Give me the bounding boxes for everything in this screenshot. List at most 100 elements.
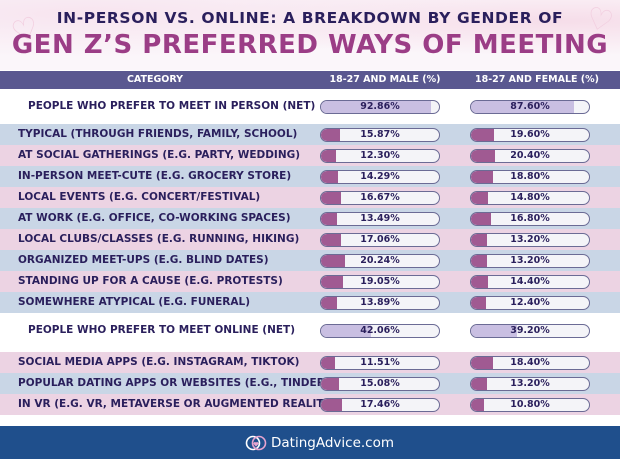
female-bar: 16.80% [470,212,590,226]
male-value-label: 15.08% [360,378,400,389]
title-banner: ♡ ♡ IN-PERSON VS. ONLINE: A BREAKDOWN BY… [0,0,620,70]
female-bar: 14.80% [470,191,590,205]
female-bar: 20.40% [470,149,590,163]
female-value-label: 87.60% [510,101,550,112]
female-bar-fill [471,234,487,246]
header-female: 18-27 AND FEMALE (%) [474,74,600,85]
table-row: SOCIAL MEDIA APPS (E.G. INSTAGRAM, TIKTO… [0,352,620,373]
female-bar: 18.80% [470,170,590,184]
male-bar-fill [321,325,371,337]
male-bar: 13.49% [320,212,440,226]
male-bar: 11.51% [320,356,440,370]
female-value-label: 12.40% [510,297,550,308]
male-value-label: 11.51% [360,357,400,368]
male-bar-fill [321,192,341,204]
male-bar: 17.46% [320,398,440,412]
female-bar-fill [471,213,491,225]
dating-advice-logo-icon [245,435,267,451]
table-row: LOCAL CLUBS/CLASSES (E.G. RUNNING, HIKIN… [0,229,620,250]
female-value-label: 16.80% [510,213,550,224]
male-bar: 13.89% [320,296,440,310]
table-row: TYPICAL (THROUGH FRIENDS, FAMILY, SCHOOL… [0,124,620,145]
row-label: PEOPLE WHO PREFER TO MEET ONLINE (NET) [28,324,296,336]
footer: DatingAdvice.com [0,426,620,459]
female-value-label: 13.20% [510,234,550,245]
table-header: CATEGORY 18-27 AND MALE (%) 18-27 AND FE… [0,71,620,89]
female-bar: 19.60% [470,128,590,142]
row-label: ORGANIZED MEET-UPS (E.G. BLIND DATES) [18,254,269,266]
row-label: IN VR (E.G. VR, METAVERSE OR AUGMENTED R… [18,398,336,410]
female-value-label: 14.80% [510,192,550,203]
female-value-label: 20.40% [510,150,550,161]
table-row: IN VR (E.G. VR, METAVERSE OR AUGMENTED R… [0,394,620,415]
table-row: LOCAL EVENTS (E.G. CONCERT/FESTIVAL) 16.6… [0,187,620,208]
table-row: AT SOCIAL GATHERINGS (E.G. PARTY, WEDDIN… [0,145,620,166]
male-bar-fill [321,129,340,141]
male-value-label: 17.46% [360,399,400,410]
female-bar: 12.40% [470,296,590,310]
female-bar: 18.40% [470,356,590,370]
male-value-label: 16.67% [360,192,400,203]
male-value-label: 13.89% [360,297,400,308]
female-bar: 87.60% [470,100,590,114]
female-bar: 13.20% [470,233,590,247]
table-row: SOMEWHERE ATYPICAL (E.G. FUNERAL) 13.89% 1… [0,292,620,313]
male-bar: 16.67% [320,191,440,205]
female-bar-fill [471,129,495,141]
male-value-label: 17.06% [360,234,400,245]
female-bar-fill [471,357,493,369]
female-value-label: 10.80% [510,399,550,410]
male-bar-fill [321,297,338,309]
male-bar: 20.24% [320,254,440,268]
female-value-label: 13.20% [510,255,550,266]
header-category: CATEGORY [126,74,184,85]
row-label: SOCIAL MEDIA APPS (E.G. INSTAGRAM, TIKTO… [18,356,300,368]
table-row: ORGANIZED MEET-UPS (E.G. BLIND DATES) 20.… [0,250,620,271]
male-value-label: 13.49% [360,213,400,224]
female-bar-fill [471,171,494,183]
male-bar-fill [321,101,431,113]
row-label: STANDING UP FOR A CAUSE (E.G. PROTESTS) [18,275,283,287]
net-row: PEOPLE WHO PREFER TO MEET IN PERSON (NET… [0,96,620,117]
male-bar-fill [321,171,338,183]
male-value-label: 14.29% [360,171,400,182]
female-bar-fill [471,255,487,267]
male-value-label: 15.87% [360,129,400,140]
male-bar-fill [321,234,342,246]
table-row: STANDING UP FOR A CAUSE (E.G. PROTESTS) 1… [0,271,620,292]
female-value-label: 14.40% [510,276,550,287]
male-value-label: 12.30% [360,150,400,161]
female-value-label: 18.40% [510,357,550,368]
female-bar-fill [471,399,484,411]
male-bar: 92.86% [320,100,440,114]
female-bar: 39.20% [470,324,590,338]
male-bar-fill [321,150,336,162]
male-bar: 15.08% [320,377,440,391]
logo: DatingAdvice.com [245,433,394,453]
row-label: LOCAL CLUBS/CLASSES (E.G. RUNNING, HIKIN… [18,233,300,245]
female-value-label: 19.60% [510,129,550,140]
male-bar: 19.05% [320,275,440,289]
row-label: SOMEWHERE ATYPICAL (E.G. FUNERAL) [18,296,251,308]
female-bar: 13.20% [470,254,590,268]
row-label: PEOPLE WHO PREFER TO MEET IN PERSON (NET… [28,100,316,112]
row-label: IN-PERSON MEET-CUTE (E.G. GROCERY STORE) [18,170,292,182]
header-male: 18-27 AND MALE (%) [329,74,441,85]
male-bar-fill [321,213,337,225]
male-value-label: 92.86% [360,101,400,112]
chart-subtitle: GEN Z’S PREFERRED WAYS OF MEETING [11,30,609,60]
male-value-label: 20.24% [360,255,400,266]
female-bar-fill [471,325,518,337]
table-row: IN-PERSON MEET-CUTE (E.G. GROCERY STORE)… [0,166,620,187]
male-value-label: 19.05% [360,276,400,287]
male-bar: 14.29% [320,170,440,184]
male-bar: 15.87% [320,128,440,142]
male-bar-fill [321,255,345,267]
row-label: POPULAR DATING APPS OR WEBSITES (E.G., T… [18,377,330,389]
net-row: PEOPLE WHO PREFER TO MEET ONLINE (NET) 42… [0,320,620,341]
female-bar-fill [471,150,496,162]
table-row: POPULAR DATING APPS OR WEBSITES (E.G., T… [0,373,620,394]
row-label: TYPICAL (THROUGH FRIENDS, FAMILY, SCHOOL… [18,128,298,140]
row-label: AT WORK (E.G. OFFICE, CO-WORKING SPACES) [18,212,291,224]
female-value-label: 39.20% [510,325,550,336]
